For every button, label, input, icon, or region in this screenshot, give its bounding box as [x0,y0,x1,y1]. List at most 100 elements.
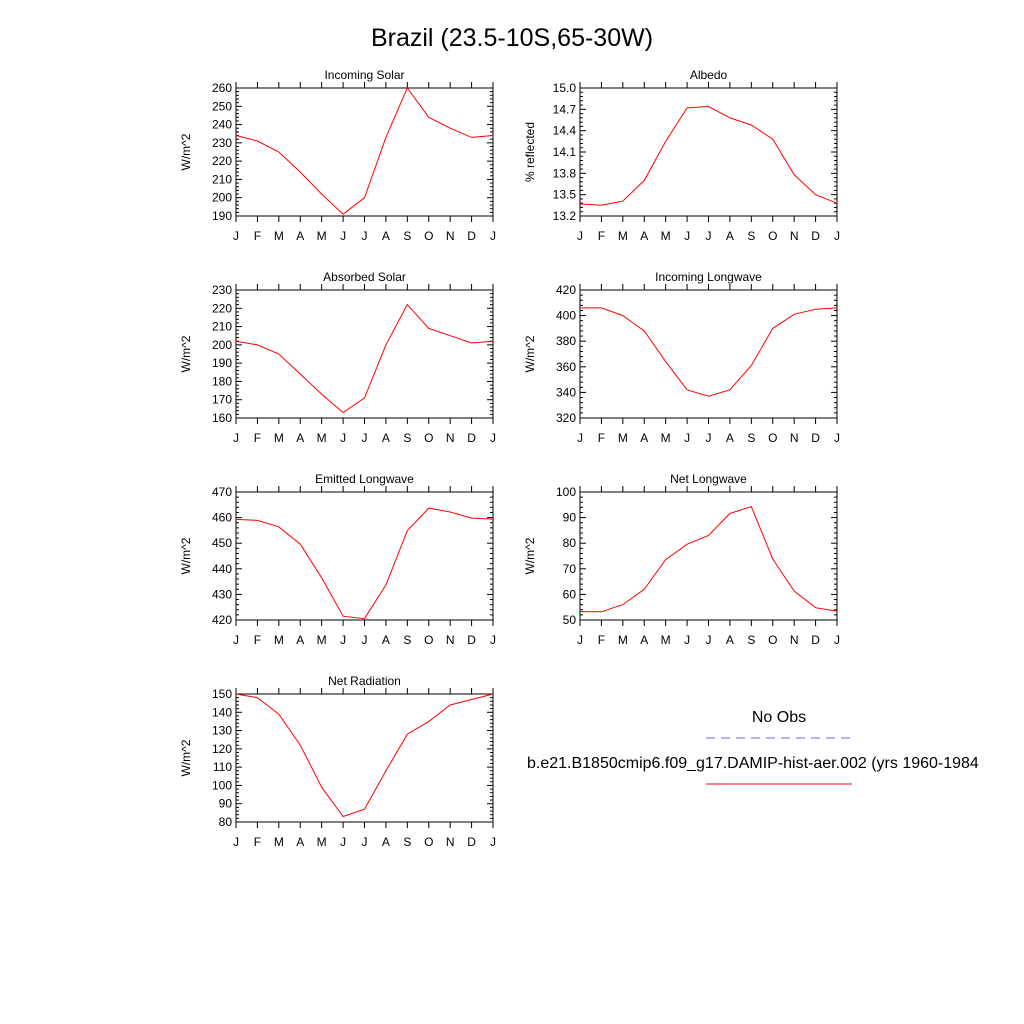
y-tick-label: 230 [212,283,232,297]
x-tick-label: O [424,431,433,445]
y-tick-label: 210 [212,172,232,186]
x-tick-label: J [362,835,368,849]
x-tick-label: M [618,229,628,243]
plot-frame [579,87,838,217]
x-tick-label: D [467,835,476,849]
x-tick-label: S [747,633,755,647]
y-tick-label: 220 [212,154,232,168]
x-tick-label: N [790,229,799,243]
x-tick-label: M [661,229,671,243]
x-tick-label: F [598,229,605,243]
x-tick-label: J [340,229,346,243]
x-tick-label: J [706,229,712,243]
x-tick-label: A [640,633,648,647]
y-tick-label: 160 [212,411,232,425]
x-tick-label: F [254,633,261,647]
y-tick-label: 50 [563,613,577,627]
x-tick-label: J [834,431,840,445]
x-tick-label: D [467,633,476,647]
plot-frame [235,289,494,419]
y-tick-label: 420 [212,613,232,627]
x-tick-label: N [446,431,455,445]
x-tick-label: J [362,633,368,647]
series-line [235,303,494,414]
y-tick-label: 440 [212,562,232,576]
x-tick-label: S [403,431,411,445]
y-tick-label: 90 [563,511,577,525]
x-tick-label: J [577,229,583,243]
x-tick-label: D [811,431,820,445]
y-tick-label: 260 [212,81,232,95]
y-tick-label: 210 [212,320,232,334]
y-axis-label: W/m^2 [179,133,193,170]
x-tick-label: N [790,431,799,445]
x-tick-label: S [403,229,411,243]
x-tick-label: A [296,229,304,243]
y-tick-label: 340 [556,385,576,399]
y-tick-label: 180 [212,374,232,388]
panel-title: Absorbed Solar [323,270,406,284]
series-line [579,505,838,613]
y-tick-label: 470 [212,485,232,499]
plot-frame [235,693,494,823]
x-tick-label: M [661,431,671,445]
x-tick-label: A [382,431,390,445]
x-tick-label: J [340,431,346,445]
x-tick-label: S [403,633,411,647]
y-tick-label: 200 [212,191,232,205]
y-tick-label: 430 [212,587,232,601]
x-tick-label: M [618,431,628,445]
panel-title: Net Longwave [670,472,747,486]
x-tick-label: J [490,229,496,243]
y-tick-label: 200 [212,338,232,352]
x-tick-label: J [233,835,239,849]
y-axis-label: W/m^2 [179,335,193,372]
x-tick-label: M [317,633,327,647]
x-tick-label: M [274,431,284,445]
x-tick-label: J [233,633,239,647]
panel-title: Incoming Longwave [655,270,762,284]
y-axis-label: % reflected [523,122,537,182]
y-tick-label: 380 [556,334,576,348]
y-tick-label: 14.7 [553,102,577,116]
y-tick-label: 400 [556,309,576,323]
x-tick-label: D [467,229,476,243]
y-tick-label: 14.1 [553,145,577,159]
x-tick-label: M [661,633,671,647]
x-tick-label: M [317,835,327,849]
x-tick-label: F [598,431,605,445]
x-tick-label: S [403,835,411,849]
y-tick-label: 13.2 [553,209,577,223]
x-tick-label: F [254,229,261,243]
x-tick-label: D [467,431,476,445]
legend-obs-label: No Obs [752,709,806,726]
x-tick-label: J [834,633,840,647]
y-tick-label: 80 [563,536,577,550]
x-tick-label: O [424,835,433,849]
y-tick-label: 250 [212,99,232,113]
x-tick-label: J [490,633,496,647]
x-tick-label: J [834,229,840,243]
x-tick-label: A [726,633,734,647]
x-tick-label: M [274,229,284,243]
y-tick-label: 460 [212,511,232,525]
y-tick-label: 13.8 [553,166,577,180]
y-tick-label: 130 [212,724,232,738]
y-tick-label: 450 [212,536,232,550]
series-line [580,307,838,397]
x-tick-label: J [706,633,712,647]
panel-title: Net Radiation [328,674,401,688]
x-tick-label: A [296,835,304,849]
x-tick-label: M [274,633,284,647]
panel-title: Incoming Solar [324,68,404,82]
y-axis-label: W/m^2 [523,335,537,372]
y-tick-label: 360 [556,360,576,374]
series-line [235,693,494,818]
